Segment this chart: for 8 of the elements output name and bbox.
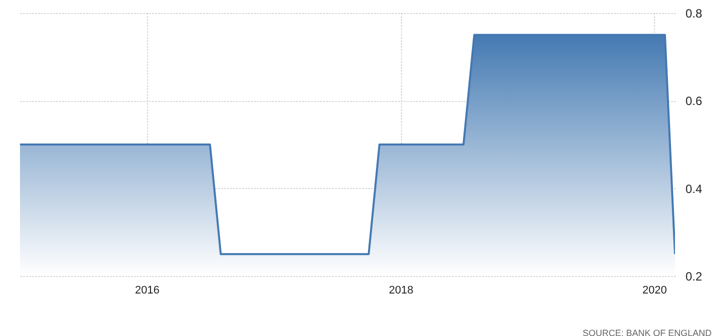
y-tick-label: 0.2 xyxy=(686,270,703,284)
y-tick-label: 0.4 xyxy=(686,182,703,196)
y-tick-label: 0.6 xyxy=(686,94,703,108)
y-tick-label: 0.8 xyxy=(686,6,703,20)
x-tick-label: 2016 xyxy=(135,284,160,296)
x-tick-label: 2020 xyxy=(642,284,667,296)
x-tick-label: 2018 xyxy=(388,284,414,296)
source-note: SOURCE: BANK OF ENGLAND xyxy=(582,328,712,336)
